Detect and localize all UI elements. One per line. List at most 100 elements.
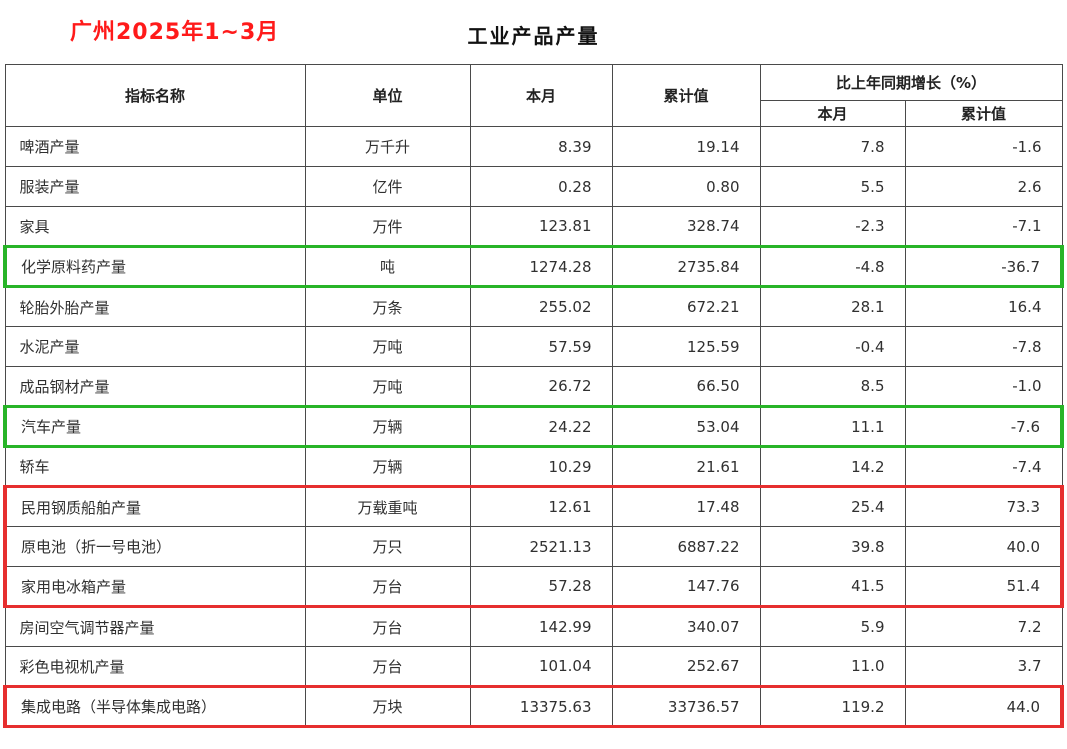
cumulative-cell: 53.04 xyxy=(611,405,761,448)
growth-cumulative-cell: 51.4 xyxy=(904,566,1064,608)
table-row: 民用钢质船舶产量 万载重吨 12.61 17.48 25.4 73.3 xyxy=(3,485,1064,527)
col-header-growth-month: 本月 xyxy=(759,100,906,127)
unit-cell: 万吨 xyxy=(304,366,471,407)
cumulative-cell: 33736.57 xyxy=(611,685,761,728)
table-header: 指标名称 单位 本月 累计值 比上年同期增长（%） 本月 累计值 xyxy=(4,64,1063,127)
indicator-cell: 集成电路（半导体集成电路） xyxy=(3,685,306,728)
table-row: 轿车 万辆 10.29 21.61 14.2 -7.4 xyxy=(4,446,1063,487)
table-row: 成品钢材产量 万吨 26.72 66.50 8.5 -1.0 xyxy=(4,366,1063,407)
current-month-cell: 0.28 xyxy=(469,166,613,207)
indicator-cell: 民用钢质船舶产量 xyxy=(3,485,306,527)
growth-month-cell: 7.8 xyxy=(759,126,906,167)
cumulative-cell: 19.14 xyxy=(611,126,761,167)
current-month-cell: 10.29 xyxy=(469,446,613,487)
indicator-cell: 汽车产量 xyxy=(3,405,306,448)
current-month-cell: 2521.13 xyxy=(469,526,613,567)
growth-cumulative-cell: -7.1 xyxy=(904,206,1063,247)
growth-month-cell: -0.4 xyxy=(759,326,906,367)
growth-month-cell: 28.1 xyxy=(759,286,906,327)
indicator-cell: 彩色电视机产量 xyxy=(4,646,306,687)
cumulative-cell: 6887.22 xyxy=(611,526,761,567)
current-month-cell: 255.02 xyxy=(469,286,613,327)
current-month-cell: 24.22 xyxy=(469,405,613,448)
indicator-cell: 原电池（折一号电池） xyxy=(3,526,306,567)
indicator-cell: 化学原料药产量 xyxy=(3,245,306,288)
unit-cell: 万台 xyxy=(304,566,471,608)
table-row: 轮胎外胎产量 万条 255.02 672.21 28.1 16.4 xyxy=(4,286,1063,327)
header-row-main: 指标名称 单位 本月 累计值 比上年同期增长（%） xyxy=(4,64,1063,127)
growth-cumulative-cell: -7.6 xyxy=(904,405,1064,448)
cumulative-cell: 21.61 xyxy=(611,446,761,487)
table-row: 水泥产量 万吨 57.59 125.59 -0.4 -7.8 xyxy=(4,326,1063,367)
unit-cell: 万吨 xyxy=(304,326,471,367)
unit-cell: 万辆 xyxy=(304,446,471,487)
table-row: 化学原料药产量吨 1274.28 2735.84 -4.8 -36.7 xyxy=(3,245,1064,288)
cumulative-cell: 125.59 xyxy=(611,326,761,367)
cumulative-cell: 17.48 xyxy=(611,485,761,527)
current-month-cell: 57.59 xyxy=(469,326,613,367)
table-body: 啤酒产量 万千升 8.39 19.14 7.8 -1.6 服装产量 亿件 0.28 0.80 5.5… xyxy=(3,126,1064,728)
indicator-cell: 房间空气调节器产量 xyxy=(4,606,306,647)
current-month-cell: 12.61 xyxy=(469,485,613,527)
unit-cell: 万件 xyxy=(304,206,471,247)
unit-cell: 万台 xyxy=(304,606,471,647)
unit-cell: 万辆 xyxy=(304,405,471,448)
unit-cell: 万条 xyxy=(304,286,471,327)
cumulative-cell: 340.07 xyxy=(611,606,761,647)
growth-month-cell: 8.5 xyxy=(759,366,906,407)
indicator-cell: 水泥产量 xyxy=(4,326,306,367)
growth-cumulative-cell: 73.3 xyxy=(904,485,1064,527)
cumulative-cell: 147.76 xyxy=(611,566,761,608)
growth-month-cell: 14.2 xyxy=(759,446,906,487)
col-header-growth-cumulative: 累计值 xyxy=(904,100,1063,127)
table-row: 啤酒产量 万千升 8.39 19.14 7.8 -1.6 xyxy=(4,126,1063,167)
cumulative-cell: 672.21 xyxy=(611,286,761,327)
top-bar: 广州2025年1~3月 工业产品产量 xyxy=(0,0,1067,64)
current-month-cell: 13375.63 xyxy=(469,685,613,728)
cumulative-cell: 66.50 xyxy=(611,366,761,407)
growth-month-cell: 5.9 xyxy=(759,606,906,647)
growth-cumulative-cell: -7.4 xyxy=(904,446,1063,487)
table-row: 服装产量 亿件 0.28 0.80 5.5 2.6 xyxy=(4,166,1063,207)
unit-cell: 万载重吨 xyxy=(304,485,471,527)
unit-cell: 亿件 xyxy=(304,166,471,207)
indicator-cell: 轮胎外胎产量 xyxy=(4,286,306,327)
unit-cell: 吨 xyxy=(304,245,471,288)
unit-cell: 万台 xyxy=(304,646,471,687)
col-header-unit: 单位 xyxy=(304,64,471,127)
growth-month-cell: 25.4 xyxy=(759,485,906,527)
col-header-growth-group: 比上年同期增长（%） xyxy=(759,64,1063,101)
current-month-cell: 8.39 xyxy=(469,126,613,167)
growth-month-cell: 11.0 xyxy=(759,646,906,687)
growth-cumulative-cell: 3.7 xyxy=(904,646,1063,687)
products-table: 指标名称 单位 本月 累计值 比上年同期增长（%） 本月 累计值 啤酒产量 万千升… xyxy=(3,64,1064,728)
growth-cumulative-cell: -1.6 xyxy=(904,126,1063,167)
growth-month-cell: 5.5 xyxy=(759,166,906,207)
growth-cumulative-cell: -1.0 xyxy=(904,366,1063,407)
table-row: 彩色电视机产量 万台 101.04 252.67 11.0 3.7 xyxy=(4,646,1063,687)
unit-cell: 万千升 xyxy=(304,126,471,167)
indicator-cell: 轿车 xyxy=(4,446,306,487)
period-annotation: 广州2025年1~3月 xyxy=(70,20,280,45)
indicator-cell: 成品钢材产量 xyxy=(4,366,306,407)
col-header-cumulative: 累计值 xyxy=(611,64,761,127)
cumulative-cell: 252.67 xyxy=(611,646,761,687)
cumulative-cell: 2735.84 xyxy=(611,245,761,288)
table-row: 原电池（折一号电池） 万只 2521.13 6887.22 39.8 40.0 xyxy=(3,526,1064,567)
table-row: 家用电冰箱产量 万台 57.28 147.76 41.5 51.4 xyxy=(3,566,1064,608)
cumulative-cell: 0.80 xyxy=(611,166,761,207)
growth-cumulative-cell: 40.0 xyxy=(904,526,1064,567)
current-month-cell: 57.28 xyxy=(469,566,613,608)
growth-cumulative-cell: 16.4 xyxy=(904,286,1063,327)
current-month-cell: 142.99 xyxy=(469,606,613,647)
unit-cell: 万块 xyxy=(304,685,471,728)
current-month-cell: 101.04 xyxy=(469,646,613,687)
growth-month-cell: 41.5 xyxy=(759,566,906,608)
page-title: 工业产品产量 xyxy=(467,24,600,48)
growth-cumulative-cell: 2.6 xyxy=(904,166,1063,207)
growth-month-cell: 11.1 xyxy=(759,405,906,448)
indicator-cell: 啤酒产量 xyxy=(4,126,306,167)
indicator-cell: 家具 xyxy=(4,206,306,247)
col-header-current-month: 本月 xyxy=(469,64,613,127)
indicator-cell: 服装产量 xyxy=(4,166,306,207)
